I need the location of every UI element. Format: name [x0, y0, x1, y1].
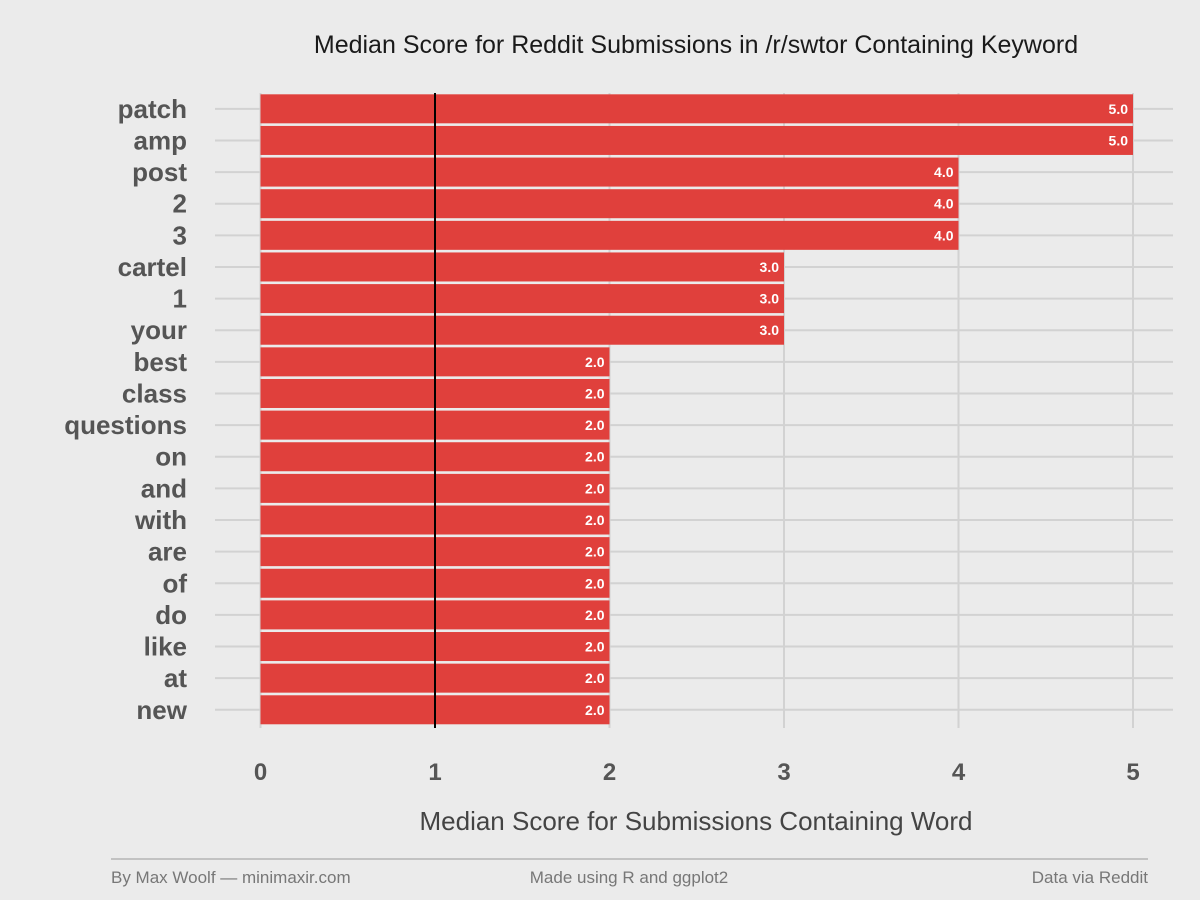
x-axis-label: Median Score for Submissions Containing …: [419, 806, 972, 836]
category-label: with: [134, 505, 187, 535]
bar-value-label: 2.0: [585, 385, 605, 401]
category-label: 1: [173, 284, 187, 314]
bar: [260, 94, 1133, 124]
x-tick-label: 2: [603, 759, 616, 786]
x-tick-label: 1: [428, 759, 441, 786]
bar-value-label: 2.0: [585, 639, 605, 655]
category-label: on: [155, 442, 187, 472]
bar-value-label: 3.0: [760, 322, 780, 338]
bar-value-label: 2.0: [585, 544, 605, 560]
bar-value-label: 4.0: [934, 227, 954, 243]
bar-value-label: 4.0: [934, 164, 954, 180]
bars-layer: [260, 94, 1133, 725]
chart-title: Median Score for Reddit Submissions in /…: [314, 31, 1078, 59]
category-label: do: [155, 600, 187, 630]
bar: [260, 315, 784, 345]
axis-layer: 0 1 2 3 4 5: [254, 759, 1140, 786]
bar-value-label: 3.0: [760, 291, 780, 307]
category-label: new: [136, 695, 187, 725]
category-label: are: [148, 537, 187, 567]
category-label: cartel: [118, 252, 187, 282]
bar-value-label: 2.0: [585, 480, 605, 496]
x-tick-label: 5: [1126, 759, 1139, 786]
footer-credit: By Max Woolf — minimaxir.com: [111, 868, 351, 887]
category-label: amp: [134, 125, 187, 155]
bar-value-label: 2.0: [585, 702, 605, 718]
category-label: post: [132, 157, 187, 187]
labels-layer: 5.0 patch 5.0 amp 4.0 post 4.0 2 4.0 3 3.0 cartel 3.…: [64, 94, 1128, 725]
bar: [260, 252, 784, 282]
bar-value-label: 2.0: [585, 449, 605, 465]
bar-value-label: 2.0: [585, 670, 605, 686]
bar-value-label: 2.0: [585, 417, 605, 433]
x-tick-label: 3: [777, 759, 790, 786]
category-label: of: [162, 568, 187, 598]
category-label: patch: [118, 94, 187, 124]
bar-value-label: 2.0: [585, 512, 605, 528]
x-tick-label: 0: [254, 759, 267, 786]
bar: [260, 125, 1133, 155]
category-label: 2: [173, 189, 187, 219]
footer-source: Data via Reddit: [1032, 868, 1149, 887]
category-label: questions: [64, 410, 187, 440]
category-label: at: [164, 663, 187, 693]
bar: [260, 157, 959, 187]
bar-value-label: 2.0: [585, 354, 605, 370]
category-label: class: [122, 378, 187, 408]
category-label: and: [141, 473, 187, 503]
bar-value-label: 2.0: [585, 607, 605, 623]
bar-value-label: 2.0: [585, 575, 605, 591]
footer-tools: Made using R and ggplot2: [530, 868, 728, 887]
category-label: like: [144, 632, 187, 662]
bar-value-label: 4.0: [934, 196, 954, 212]
x-tick-label: 4: [952, 759, 966, 786]
bar-value-label: 5.0: [1109, 101, 1129, 117]
bar: [260, 284, 784, 314]
category-label: your: [131, 315, 187, 345]
bar: [260, 189, 959, 219]
category-label: 3: [173, 220, 187, 250]
category-label: best: [134, 347, 188, 377]
bar-value-label: 5.0: [1109, 132, 1129, 148]
bar: [260, 220, 959, 250]
bar-value-label: 3.0: [760, 259, 780, 275]
